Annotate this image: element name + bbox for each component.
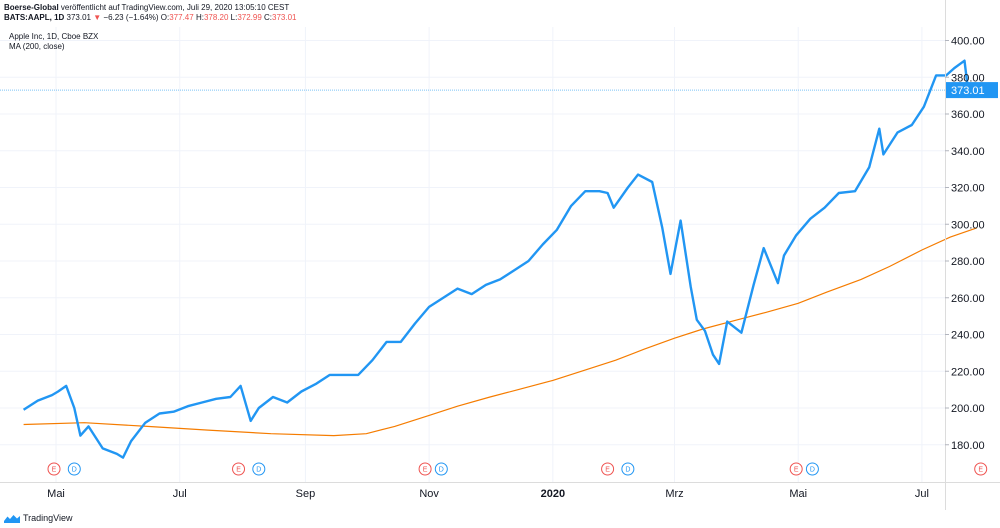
marker-circle xyxy=(601,462,615,476)
x-tick-label: Jul xyxy=(173,488,187,500)
marker-label: E xyxy=(236,467,241,474)
marker-label: E xyxy=(605,467,610,474)
x-tick-label: Mai xyxy=(789,488,807,500)
marker-circle xyxy=(434,462,448,476)
marker-circle xyxy=(47,462,61,476)
marker-label: E xyxy=(978,467,983,474)
y-tick-label: 260.00 xyxy=(951,293,985,305)
earnings-marker[interactable]: E xyxy=(789,462,803,476)
x-tick-label: Mrz xyxy=(665,488,683,500)
y-tick-label: 220.00 xyxy=(951,366,985,378)
tradingview-logo-icon xyxy=(4,514,20,523)
close-value: 373.01 xyxy=(272,13,297,22)
y-tick-label: 380.00 xyxy=(951,72,985,84)
dividend-marker[interactable]: D xyxy=(252,462,266,476)
marker-label: D xyxy=(810,467,815,474)
earnings-marker[interactable]: E xyxy=(601,462,615,476)
x-tick-label: Nov xyxy=(419,488,439,500)
footer-brand: TradingView xyxy=(23,513,73,523)
y-tick-label: 340.00 xyxy=(951,146,985,158)
y-tick-label: 400.00 xyxy=(951,36,985,48)
symbol-label: BATS:AAPL, 1D xyxy=(4,13,65,22)
marker-circle xyxy=(789,462,803,476)
marker-label: E xyxy=(423,467,428,474)
publish-text: veröffentlicht auf TradingView.com, Juli… xyxy=(60,3,290,12)
y-tick-label: 320.00 xyxy=(951,183,985,195)
marker-circle xyxy=(232,462,246,476)
marker-circle xyxy=(418,462,432,476)
price-line xyxy=(22,59,978,459)
plot-area xyxy=(0,27,945,482)
y-tick-label: 280.00 xyxy=(951,256,985,268)
publisher-name: Boerse-Global xyxy=(4,3,59,12)
price-chart[interactable]: E D E D E D E D E D E 180.00 200.00 220.00 240.00 260.0… xyxy=(0,0,1000,510)
marker-circle xyxy=(805,462,819,476)
marker-label: D xyxy=(625,467,630,474)
y-tick-label: 180.00 xyxy=(951,440,985,452)
dividend-marker[interactable]: D xyxy=(621,462,635,476)
low-label: L: xyxy=(230,13,238,22)
low-value: 372.99 xyxy=(237,13,262,22)
marker-label: D xyxy=(256,467,261,474)
ma-200-line xyxy=(23,227,977,437)
y-tick-label: 300.00 xyxy=(951,219,985,231)
marker-label: E xyxy=(52,467,57,474)
dividend-marker[interactable]: D xyxy=(67,462,81,476)
marker-label: D xyxy=(72,467,77,474)
ohlc-header: BATS:AAPL, 1D 373.01 ▼ −6.23 (−1.64%) O:… xyxy=(4,13,296,23)
change-arrow-icon: ▼ xyxy=(93,13,102,22)
x-tick-label: 2020 xyxy=(541,488,565,500)
last-value: 373.01 xyxy=(66,13,91,22)
earnings-marker[interactable]: E xyxy=(974,462,988,476)
y-tick-label: 200.00 xyxy=(951,403,985,415)
earnings-marker[interactable]: E xyxy=(232,462,246,476)
y-tick-label: 240.00 xyxy=(951,330,985,342)
open-label: O: xyxy=(160,13,170,22)
marker-circle xyxy=(974,462,988,476)
y-tick-label: 360.00 xyxy=(951,109,985,121)
last-price-badge xyxy=(946,82,998,99)
earnings-marker[interactable]: E xyxy=(418,462,432,476)
x-tick-label: Jul xyxy=(915,488,929,500)
marker-label: E xyxy=(794,467,799,474)
high-value: 378.20 xyxy=(203,13,229,22)
series-legend: Apple Inc, 1D, Cboe BZX xyxy=(9,32,99,41)
earnings-marker[interactable]: E xyxy=(47,462,61,476)
marker-circle xyxy=(252,462,266,476)
marker-circle xyxy=(67,462,81,476)
x-tick-label: Mai xyxy=(47,488,65,500)
marker-circle xyxy=(621,462,635,476)
footer: TradingView xyxy=(4,511,73,525)
last-price-badge-text: 373.01 xyxy=(951,85,985,97)
close-label: C: xyxy=(264,13,273,22)
publish-info: Boerse-Global veröffentlicht auf Trading… xyxy=(4,3,289,13)
dividend-marker[interactable]: D xyxy=(434,462,448,476)
open-value: 377.47 xyxy=(169,13,194,22)
change-value: −6.23 (−1.64%) xyxy=(103,13,159,22)
dividend-marker[interactable]: D xyxy=(805,462,819,476)
marker-label: D xyxy=(439,467,444,474)
high-label: H: xyxy=(195,13,204,22)
x-tick-label: Sep xyxy=(296,488,316,500)
ma-legend: MA (200, close) xyxy=(9,42,65,51)
